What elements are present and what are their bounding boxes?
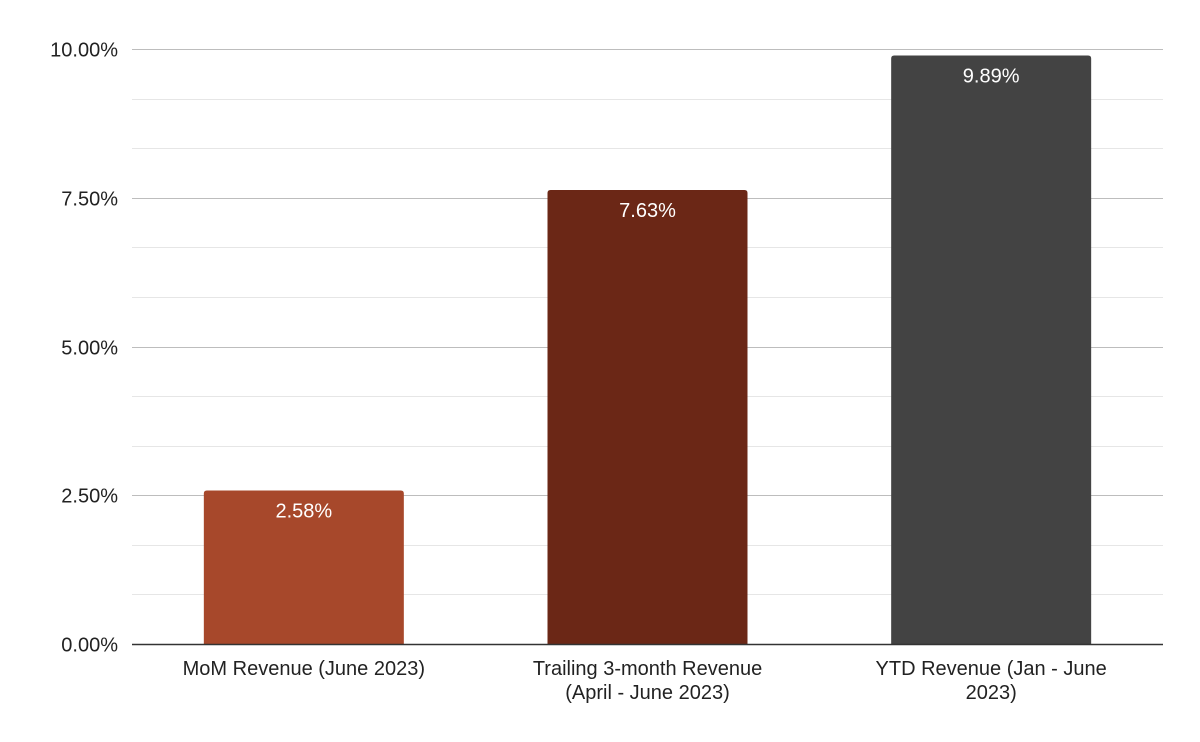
bar [203, 490, 404, 644]
x-axis: MoM Revenue (June 2023) Trailing 3-month … [132, 643, 1163, 704]
x-category-label: (April - June 2023) [565, 682, 730, 704]
bars: 2.58% 7.63% 9.89% [203, 55, 1092, 645]
bar [891, 55, 1092, 645]
data-label: 7.63% [619, 200, 676, 222]
data-label: 9.89% [963, 66, 1020, 88]
y-tick-label: 2.50% [61, 486, 118, 508]
x-category-label: MoM Revenue (June 2023) [183, 658, 425, 680]
y-tick-label: 7.50% [61, 189, 118, 211]
x-category-label: Trailing 3-month Revenue [533, 658, 762, 680]
y-axis: 0.00% 2.50% 5.00% 7.50% 10.00% [50, 40, 118, 657]
data-label: 2.58% [275, 500, 332, 522]
x-category-label: YTD Revenue (Jan - June [876, 658, 1107, 680]
bar [547, 190, 748, 644]
y-tick-label: 5.00% [61, 338, 118, 360]
y-tick-label: 10.00% [50, 40, 118, 62]
x-category-label: 2023) [966, 682, 1017, 704]
y-tick-label: 0.00% [61, 635, 118, 657]
